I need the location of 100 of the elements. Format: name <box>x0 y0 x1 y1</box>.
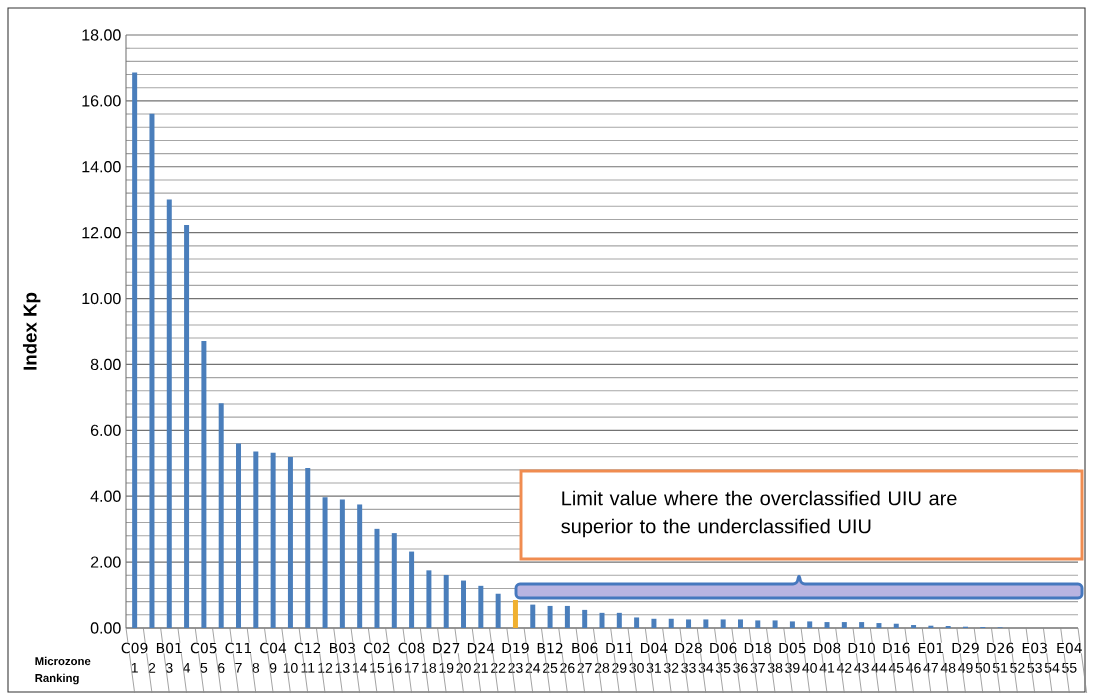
x-tick-label: 8 <box>252 662 260 673</box>
bar <box>461 580 467 628</box>
x-tick-label: 14 <box>352 662 368 673</box>
text: E03 <box>1022 642 1047 654</box>
x-tick-label: 52 <box>1010 662 1025 673</box>
x-tick-label: 17 <box>404 662 419 673</box>
text: E04 <box>1057 642 1082 654</box>
x-tick-label: 34 <box>698 662 714 673</box>
x-tick-label: 21 <box>473 662 488 673</box>
bar <box>616 612 622 628</box>
bar <box>772 620 778 628</box>
x-tick-label: 42 <box>836 662 852 673</box>
bar <box>184 225 190 628</box>
bar <box>893 623 899 628</box>
x-tick-label: 32 <box>663 662 679 673</box>
text: B03 <box>330 642 355 654</box>
bar <box>599 612 605 628</box>
text: D24 <box>467 642 495 654</box>
bar <box>287 457 293 628</box>
x-tick-label: 51 <box>992 662 1008 673</box>
x-tick-label: 27 <box>577 662 592 673</box>
x-tick-label: 30 <box>629 662 644 673</box>
x-tick-label: 35 <box>715 662 731 673</box>
bar <box>236 443 242 628</box>
bar <box>339 499 345 628</box>
text: D06 <box>710 642 737 654</box>
x-tick-label: 13 <box>335 662 350 673</box>
text: D05 <box>779 642 806 654</box>
bar <box>409 551 415 628</box>
bar <box>686 619 692 628</box>
bar <box>564 605 570 628</box>
x-tick-label: 37 <box>750 662 765 673</box>
bar <box>305 467 311 628</box>
bar <box>720 619 726 628</box>
bar <box>789 621 795 628</box>
y-tick-label: 6.00 <box>90 424 121 436</box>
x-tick-label: 23 <box>508 662 523 673</box>
x-tick-label: 2 <box>148 662 156 673</box>
bar <box>374 528 380 628</box>
text: C04 <box>260 642 287 654</box>
bar <box>357 504 363 628</box>
bar <box>755 620 761 628</box>
text: C05 <box>190 642 217 654</box>
x-tick-label: 54 <box>1044 662 1060 673</box>
x-tick-label: 33 <box>681 662 696 673</box>
bar <box>322 497 328 628</box>
text: E01 <box>918 642 943 654</box>
x-tick-label: 25 <box>543 662 558 673</box>
text: Microzone <box>35 656 91 666</box>
text: D26 <box>987 642 1014 654</box>
bar <box>582 609 588 628</box>
y-tick-label: 10.00 <box>82 292 121 305</box>
text: C02 <box>363 642 390 654</box>
y-tick-label: 16.00 <box>82 95 121 107</box>
bar <box>841 622 847 628</box>
y-tick-label: 18.00 <box>82 29 121 41</box>
x-tick-label: 28 <box>594 662 610 673</box>
bar <box>512 599 518 628</box>
x-tick-label: 20 <box>456 662 471 673</box>
bar <box>807 621 813 628</box>
text: Ranking <box>35 673 79 685</box>
text: D04 <box>641 642 668 654</box>
text: D27 <box>433 642 460 654</box>
bar <box>737 619 743 628</box>
bar <box>426 570 432 628</box>
text: C11 <box>225 642 251 654</box>
text: D18 <box>744 642 772 654</box>
y-tick-label: 12.00 <box>82 227 121 239</box>
text: D29 <box>952 642 979 654</box>
annotation: Limit value where the overclassified UIU are superior to the underclassified UIU <box>561 490 957 538</box>
x-tick-label: 43 <box>854 662 869 673</box>
x-tick-label: 44 <box>871 662 887 673</box>
x-tick-label: 7 <box>235 662 242 673</box>
x-tick-label: 41 <box>819 662 835 673</box>
x-tick-label: 1 <box>131 662 138 673</box>
x-tick-label: 48 <box>940 662 956 673</box>
x-tick-label: 15 <box>370 662 385 673</box>
x-tick-label: 19 <box>439 662 454 673</box>
x-tick-label: 24 <box>525 662 541 673</box>
text: C08 <box>398 642 425 654</box>
x-tick-label: 3 <box>165 662 173 673</box>
x-tick-label: 53 <box>1027 662 1042 673</box>
bar <box>478 585 484 628</box>
x-tick-label: 4 <box>183 662 191 673</box>
text: D16 <box>883 642 910 654</box>
x-tick-label: 10 <box>283 662 298 673</box>
text: D19 <box>502 642 529 654</box>
bar <box>132 72 138 628</box>
bar <box>270 452 276 628</box>
x-tick-label: 16 <box>387 662 402 673</box>
y-tick-label: 0.00 <box>90 622 121 634</box>
x-tick-label: 50 <box>975 662 991 673</box>
x-tick-label: 11 <box>301 662 315 673</box>
text: D28 <box>675 642 702 654</box>
bar <box>253 451 259 628</box>
x-tick-label: 5 <box>200 662 208 673</box>
text: C09 <box>121 642 148 654</box>
x-tick-label: 26 <box>560 662 575 673</box>
x-tick-label: 18 <box>422 662 437 673</box>
bar <box>668 618 674 628</box>
